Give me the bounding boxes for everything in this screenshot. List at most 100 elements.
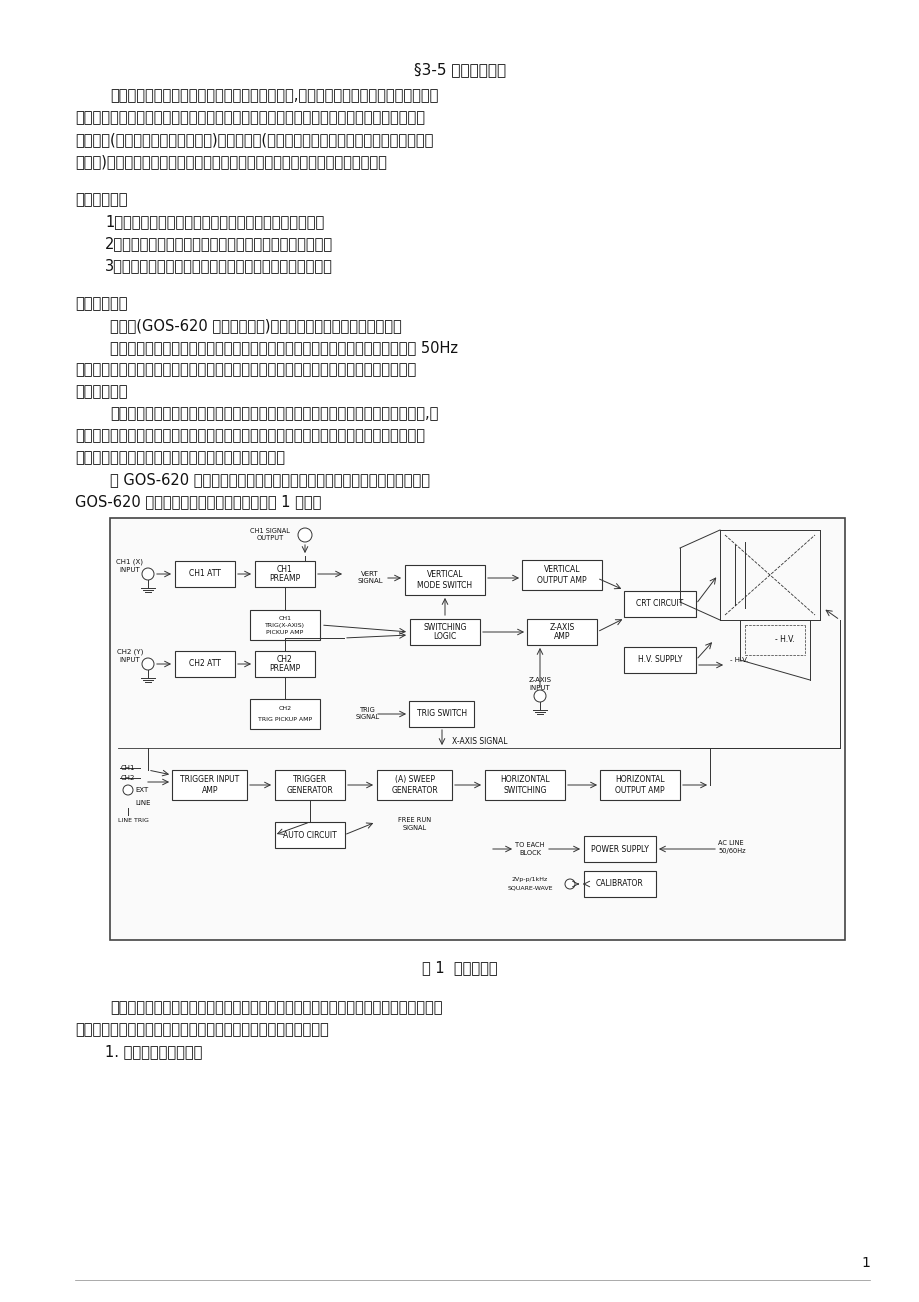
Text: LINE TRIG: LINE TRIG [118, 818, 149, 823]
Text: GENERATOR: GENERATOR [287, 785, 333, 794]
Text: 在电极板上，极板间形成相应的变化的电场，使进入这个变化电场的电子运动情况相应的随: 在电极板上，极板间形成相应的变化的电场，使进入这个变化电场的电子运动情况相应的随 [75, 428, 425, 443]
Bar [175, 561, 234, 587]
Text: CH1: CH1 [120, 766, 135, 771]
Bar [250, 611, 320, 641]
Text: 变换成可见的图像，以供人们分析研究。示波器可用来测量电压的大小和一切可转换为电压: 变换成可见的图像，以供人们分析研究。示波器可用来测量电压的大小和一切可转换为电压 [75, 109, 425, 125]
Text: CH1 SIGNAL: CH1 SIGNAL [250, 529, 289, 534]
Text: TO EACH: TO EACH [515, 842, 544, 848]
Circle shape [142, 568, 153, 579]
Text: - H.V.: - H.V. [774, 635, 794, 644]
Text: PICKUP AMP: PICKUP AMP [267, 629, 303, 634]
Text: EXT: EXT [135, 786, 148, 793]
Text: PREAMP: PREAMP [269, 574, 301, 583]
Text: 示波器动态显示物理量随时间变化的思路是将这些物理量转换成随时间变化的电压,加: 示波器动态显示物理量随时间变化的思路是将这些物理量转换成随时间变化的电压,加 [110, 406, 437, 421]
Bar [255, 651, 314, 677]
Text: OUTPUT: OUTPUT [256, 535, 283, 542]
Text: 电子示波器主要由四大部分组成：阴极射线示波器系统；扫描、触发系统；放大系统；: 电子示波器主要由四大部分组成：阴极射线示波器系统；扫描、触发系统；放大系统； [110, 1000, 442, 1016]
Text: TRIG SWITCH: TRIG SWITCH [416, 710, 467, 719]
Text: AMP: AMP [553, 631, 570, 641]
Bar [623, 647, 696, 673]
Text: X-AXIS SIGNAL: X-AXIS SIGNAL [452, 737, 507, 746]
Bar [175, 651, 234, 677]
Text: LINE: LINE [135, 799, 151, 806]
Text: 三、实验原理: 三、实验原理 [75, 384, 128, 398]
Bar [404, 565, 484, 595]
Bar [521, 560, 601, 590]
Text: TRIG: TRIG [359, 707, 376, 713]
Text: - H.V.: - H.V. [729, 658, 747, 663]
Text: AUTO CIRCUIT: AUTO CIRCUIT [283, 831, 336, 840]
Text: AC LINE: AC LINE [717, 840, 743, 846]
Text: SWITCHING: SWITCHING [423, 622, 466, 631]
Text: CH1: CH1 [278, 616, 291, 621]
Bar [527, 618, 596, 644]
Text: 1．了解示波器的基本结构，熏悉示波器的调节和使用。: 1．了解示波器的基本结构，熏悉示波器的调节和使用。 [105, 214, 323, 229]
Text: CH2: CH2 [277, 655, 292, 664]
Text: TRIGGER INPUT: TRIGGER INPUT [180, 775, 239, 784]
Text: CRT CIRCUIT: CRT CIRCUIT [636, 599, 683, 608]
Text: CH1 ATT: CH1 ATT [189, 569, 221, 578]
Text: 图 1  示波器原理: 图 1 示波器原理 [422, 960, 497, 975]
Text: INPUT: INPUT [119, 566, 141, 573]
Bar [275, 822, 345, 848]
Text: VERTICAL: VERTICAL [426, 570, 463, 579]
Text: CH2 (Y): CH2 (Y) [117, 648, 143, 655]
Text: CH1 (X): CH1 (X) [117, 559, 143, 565]
Text: SIGNAL: SIGNAL [403, 825, 426, 831]
Text: VERTICAL: VERTICAL [543, 565, 580, 574]
Text: CH1: CH1 [277, 565, 292, 574]
Text: SWITCHING: SWITCHING [503, 785, 546, 794]
Text: 函数信号发生器的作用是产生各种波形、频率的电信号。整流波形仪的功能是将 50Hz: 函数信号发生器的作用是产生各种波形、频率的电信号。整流波形仪的功能是将 50Hz [110, 340, 458, 355]
Circle shape [142, 658, 153, 671]
Text: 光强等)。在无线电制造工业和电子测量技术等领域，它是不可缺少的测试设备。: 光强等)。在无线电制造工业和电子测量技术等领域，它是不可缺少的测试设备。 [75, 154, 387, 169]
Bar [250, 699, 320, 729]
Text: LOGIC: LOGIC [433, 631, 456, 641]
Text: POWER SUPPLY: POWER SUPPLY [590, 845, 648, 854]
Circle shape [533, 690, 545, 702]
Text: PREAMP: PREAMP [269, 664, 301, 673]
Text: (A) SWEEP: (A) SWEEP [394, 775, 435, 784]
Text: 3．通过观察李萨如图形，学会用示波器测量频率的方法。: 3．通过观察李萨如图形，学会用示波器测量频率的方法。 [105, 258, 333, 273]
Bar [484, 769, 564, 799]
Text: CH2 ATT: CH2 ATT [189, 660, 221, 668]
Text: H.V. SUPPLY: H.V. SUPPLY [637, 655, 682, 664]
Text: HORIZONTAL: HORIZONTAL [500, 775, 550, 784]
Text: Z-AXIS: Z-AXIS [549, 622, 574, 631]
Circle shape [564, 879, 574, 889]
Text: 1. 示波管的内部结构。: 1. 示波管的内部结构。 [105, 1044, 202, 1059]
Text: TRIG PICKUP AMP: TRIG PICKUP AMP [257, 716, 312, 721]
Bar [410, 618, 480, 644]
Text: 2．学习用示波器观察电压波形及测量信号的电压和周期。: 2．学习用示波器观察电压波形及测量信号的电压和周期。 [105, 236, 333, 251]
Text: TRIG(X-AXIS): TRIG(X-AXIS) [265, 622, 305, 628]
Text: CH2: CH2 [278, 706, 291, 711]
Bar [110, 518, 844, 940]
Text: HORIZONTAL: HORIZONTAL [615, 775, 664, 784]
Text: GOS-620 双轨迹示波器的基本结构原理如图 1 所示。: GOS-620 双轨迹示波器的基本结构原理如图 1 所示。 [75, 493, 321, 509]
Text: SQUARE-WAVE: SQUARE-WAVE [506, 885, 552, 891]
Text: 时间变化，最后把电子运动的轨迹用荧光屏显示出来。: 时间变化，最后把电子运动的轨迹用荧光屏显示出来。 [75, 450, 285, 465]
Text: CH2: CH2 [120, 775, 135, 781]
Bar [584, 871, 655, 897]
Bar [255, 561, 314, 587]
Text: MODE SWITCH: MODE SWITCH [417, 581, 472, 590]
Text: INPUT: INPUT [529, 685, 550, 691]
Text: CALIBRATOR: CALIBRATOR [596, 879, 643, 888]
Text: VERT: VERT [361, 572, 379, 577]
Text: INPUT: INPUT [119, 658, 141, 663]
Circle shape [123, 785, 133, 796]
Text: 50/60Hz: 50/60Hz [717, 848, 744, 854]
Text: BLOCK: BLOCK [518, 850, 540, 855]
Text: OUTPUT AMP: OUTPUT AMP [615, 785, 664, 794]
Text: OUTPUT AMP: OUTPUT AMP [537, 575, 586, 585]
Text: 电源系统。下面主要介绍与示波器显示波形原理相关的几个部分。: 电源系统。下面主要介绍与示波器显示波形原理相关的几个部分。 [75, 1022, 328, 1036]
Text: 示波器(GOS-620 双轨迹示波器)、函数信号发生器、波形整流仪。: 示波器(GOS-620 双轨迹示波器)、函数信号发生器、波形整流仪。 [110, 318, 402, 333]
Text: SIGNAL: SIGNAL [356, 713, 380, 720]
Text: 的照明电变成脉动直流电以及稳恒直流电。这些仪器的面板图请参见本实验的附录部分。: 的照明电变成脉动直流电以及稳恒直流电。这些仪器的面板图请参见本实验的附录部分。 [75, 362, 415, 378]
Text: AMP: AMP [201, 785, 218, 794]
Bar [623, 591, 696, 617]
Bar [599, 769, 679, 799]
Text: TRIGGER: TRIGGER [292, 775, 327, 784]
Text: Z-AXIS: Z-AXIS [528, 677, 550, 684]
Circle shape [298, 529, 312, 542]
Text: 的电学量(如电流、电功率、阻抗等)和非电学量(如位移、速度、压力、频率、温度、磁场、: 的电学量(如电流、电功率、阻抗等)和非电学量(如位移、速度、压力、频率、温度、磁… [75, 132, 433, 147]
